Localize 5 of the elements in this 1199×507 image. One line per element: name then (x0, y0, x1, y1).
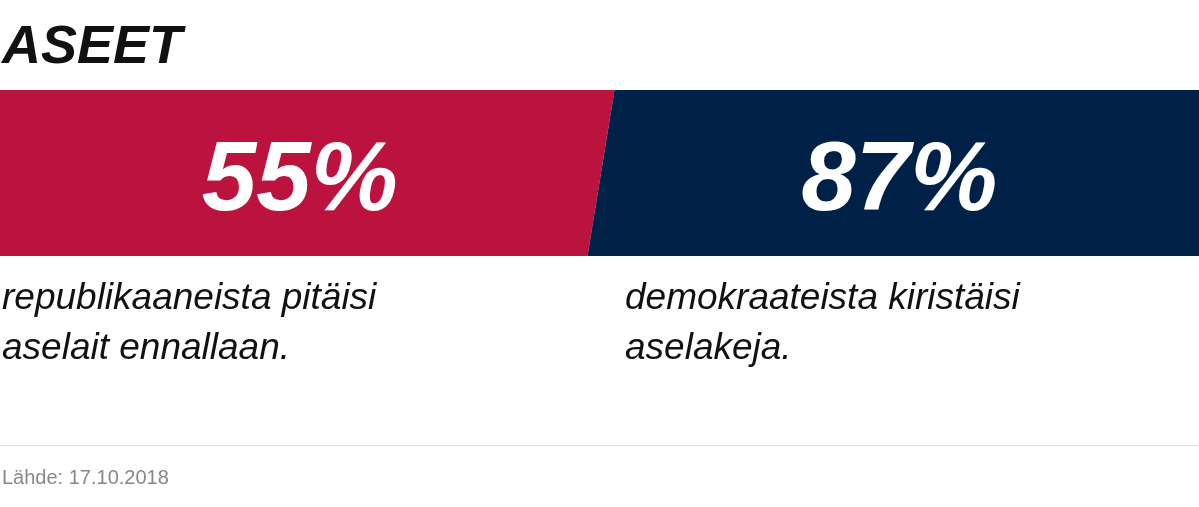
data-label: 55% (201, 121, 398, 231)
category-label: republikaaneista pitäisi aselait ennallaan. (2, 275, 378, 369)
text: Lähde: 17.10.2018 (2, 466, 169, 489)
category-label: demokraateista kiristäisi aselakeja. (625, 275, 1022, 369)
data-label: 87% (801, 121, 998, 231)
